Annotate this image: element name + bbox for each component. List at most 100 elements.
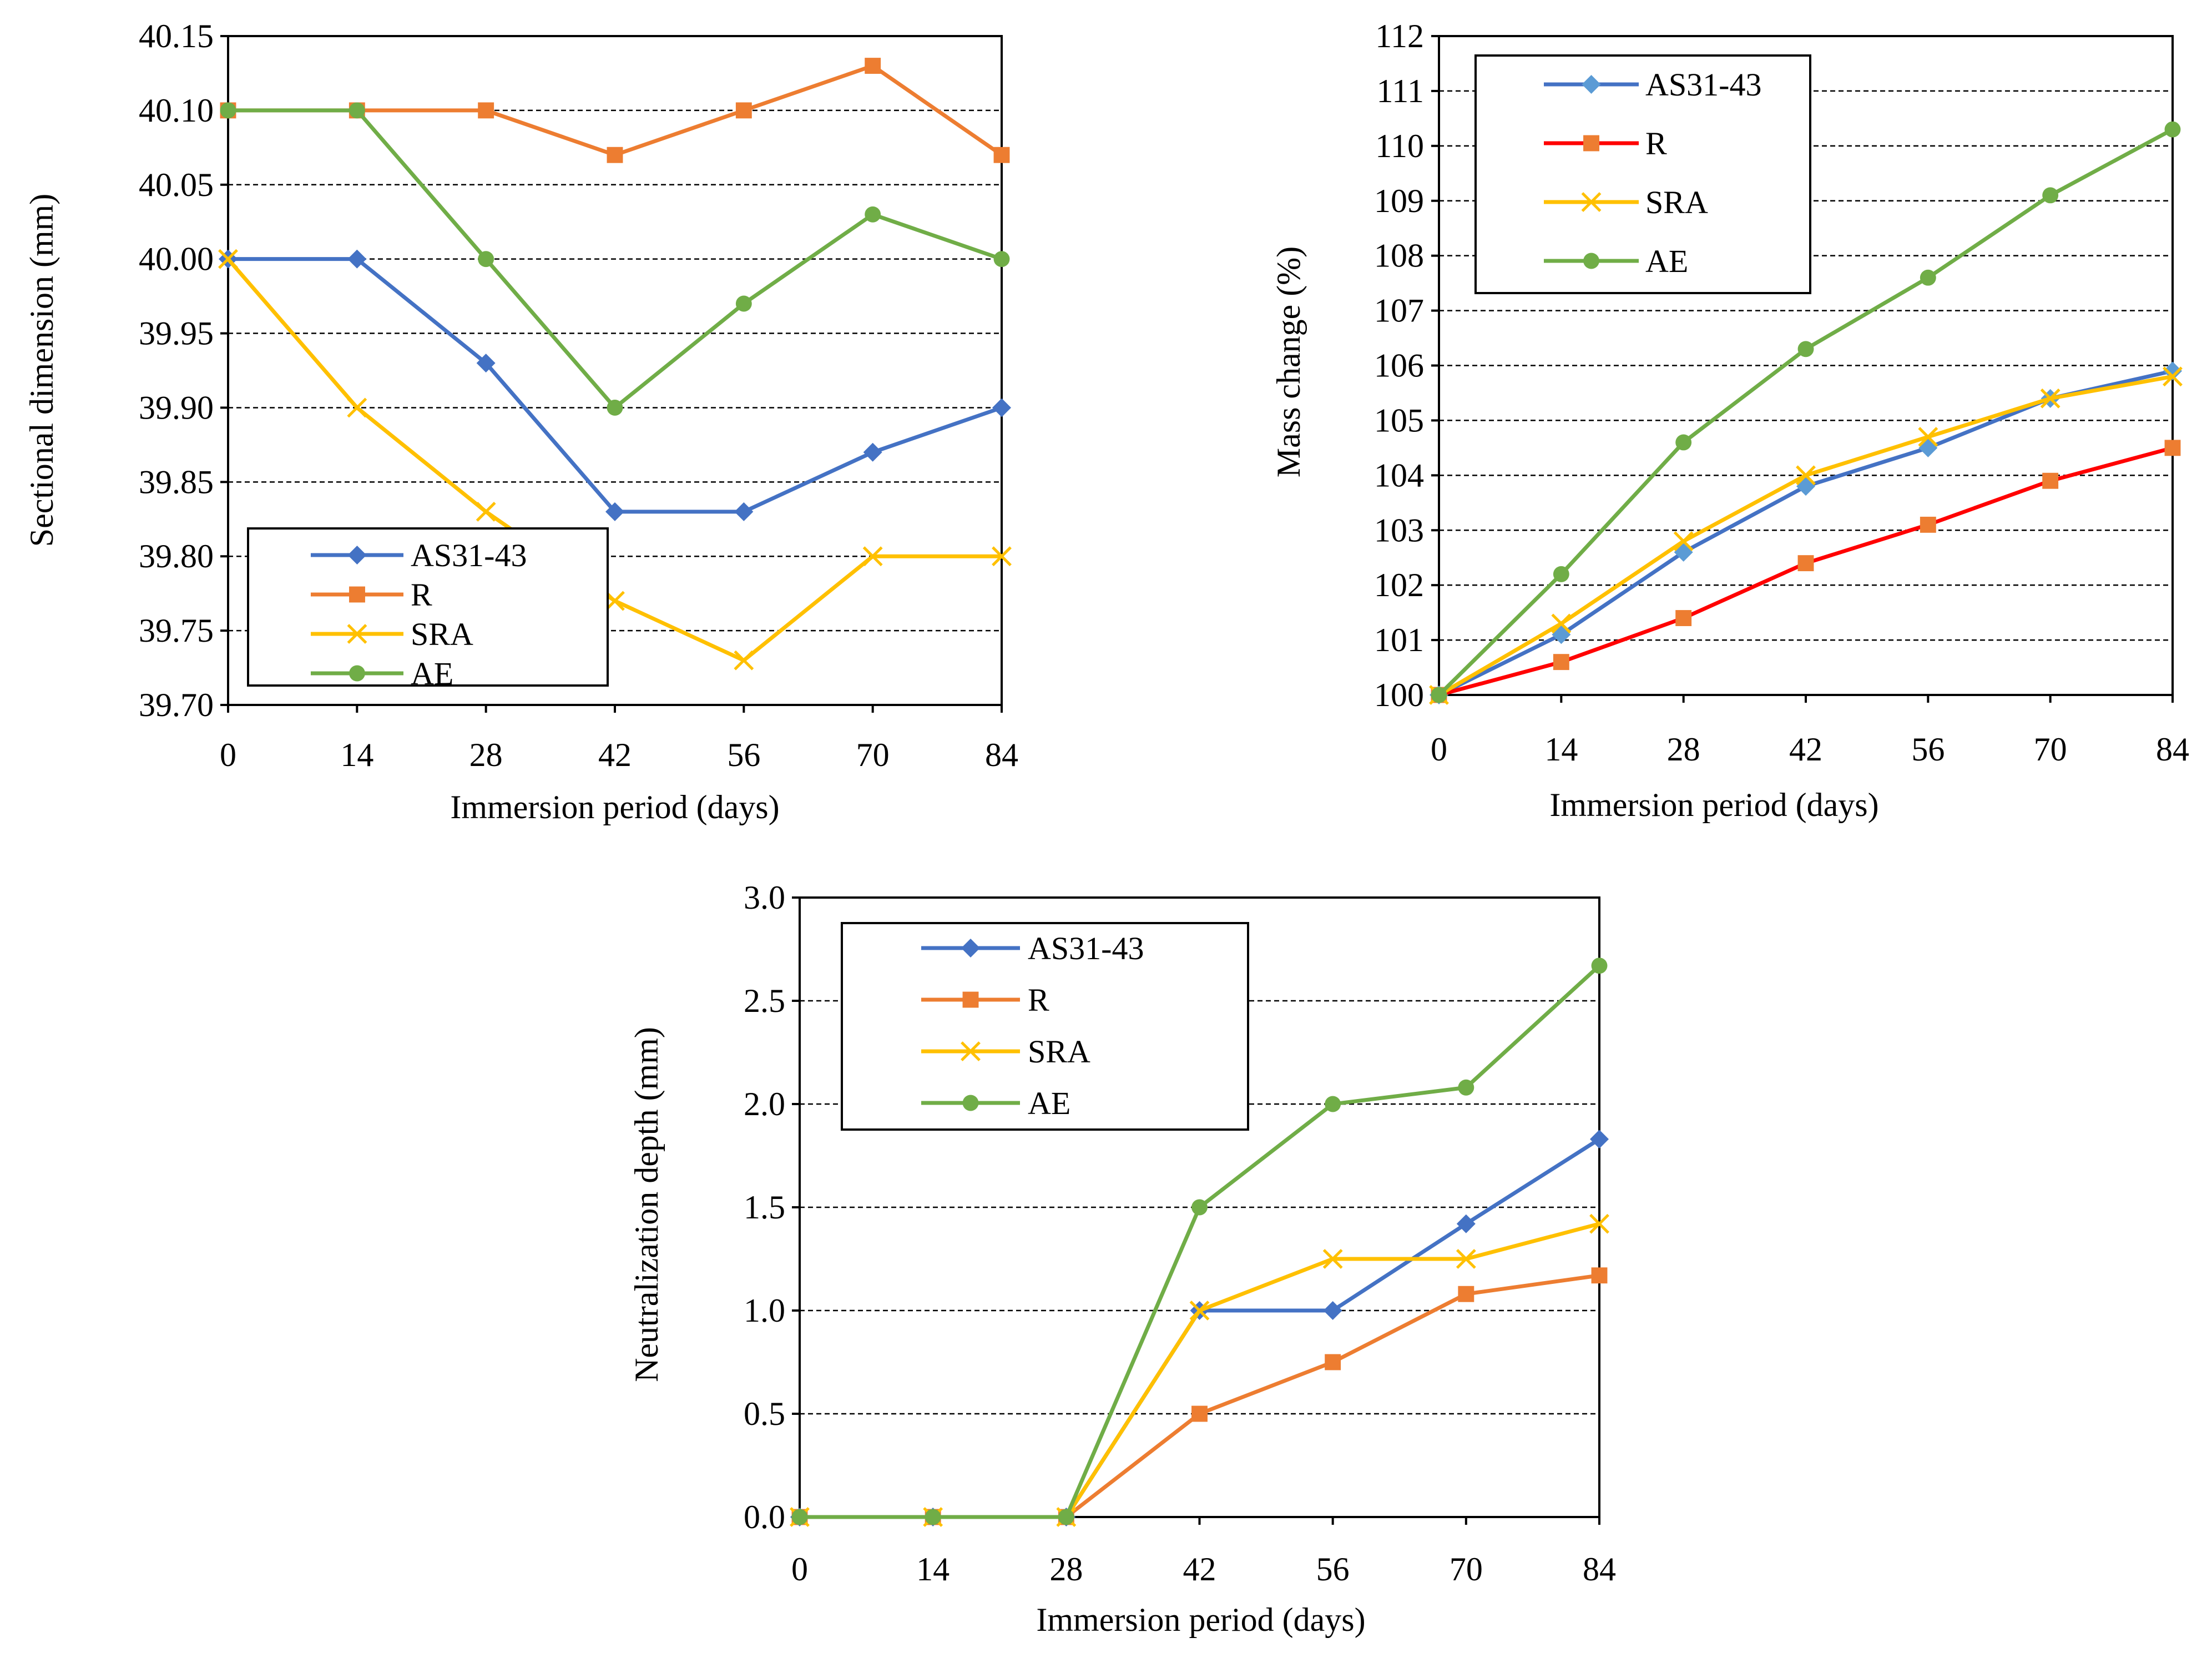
y-tick-label: 100	[1374, 677, 1424, 713]
data-point-sra-stroke-b	[2163, 366, 2183, 387]
legend-marker	[962, 991, 979, 1008]
legend-label: R	[1028, 982, 1049, 1018]
data-point-r	[2164, 440, 2181, 456]
data-point-sra-stroke-b	[1322, 1249, 1343, 1269]
data-point-ae	[2164, 121, 2181, 138]
data-point-ae	[791, 1509, 808, 1525]
y-tick-label: 1.5	[744, 1189, 785, 1226]
legend-marker	[1583, 253, 1599, 269]
y-tick-label: 39.95	[139, 315, 214, 352]
legend-marker	[347, 624, 367, 644]
data-point-ae	[735, 295, 752, 312]
data-point-sra-stroke-b	[1189, 1301, 1210, 1321]
y-tick-label: 110	[1375, 128, 1424, 164]
x-tick-label: 42	[598, 737, 632, 773]
data-point-ae	[1553, 566, 1569, 582]
data-point-sra	[1673, 531, 1694, 551]
legend: AS31-43 R SRA AE	[841, 922, 1249, 1131]
y-tick-label: 112	[1375, 18, 1424, 54]
data-point-sra-stroke-b	[476, 501, 496, 522]
data-point-ae	[478, 251, 494, 268]
series-ae	[220, 102, 1010, 416]
data-point-r	[735, 102, 752, 119]
data-point-as31-43	[1323, 1301, 1342, 1320]
x-tick-label: 84	[1583, 1551, 1616, 1588]
y-axis-title: Sectional dimension (mm)	[23, 194, 60, 547]
x-tick-label: 0	[220, 737, 236, 773]
data-point-sra-stroke-b	[2040, 388, 2061, 409]
legend-marker	[1583, 135, 1599, 152]
chart-neutralization-depth: 0.0 0.5 1.0 1.5 2.0 2.5 3.0 0 14 28 42 56 70 84 Immers…	[628, 879, 1616, 1638]
data-point-as31-43	[1456, 1214, 1476, 1233]
data-point-sra-stroke-b	[1673, 531, 1694, 551]
data-point-ae	[993, 251, 1010, 268]
legend-marker	[961, 939, 980, 958]
data-point-sra	[734, 650, 754, 671]
y-axis-title: Mass change (%)	[1270, 246, 1307, 478]
legend-marker	[349, 665, 365, 682]
data-point-ae	[1675, 434, 1692, 451]
legend: AS31-43 R SRA AE	[1474, 54, 1811, 294]
x-tick-label: 56	[1911, 731, 1945, 768]
data-point-sra	[2163, 366, 2183, 387]
legend-marker	[962, 1095, 979, 1111]
legend-entry-as31-43: AS31-43	[921, 930, 1144, 966]
data-point-r	[993, 147, 1010, 163]
y-axis-ticks: 0.0 0.5 1.0 1.5 2.0 2.5 3.0	[744, 879, 800, 1535]
y-tick-label: 39.90	[139, 389, 214, 426]
data-point-ae	[1458, 1079, 1474, 1096]
y-tick-label: 39.80	[139, 538, 214, 575]
legend-entry-sra: SRA	[1544, 184, 1708, 220]
y-tick-label: 0.5	[744, 1395, 785, 1432]
data-point-ae	[1191, 1199, 1208, 1216]
data-point-r	[1797, 555, 1814, 572]
data-point-as31-43	[1590, 1130, 1609, 1149]
data-point-sra	[1589, 1213, 1609, 1234]
x-tick-label: 28	[469, 737, 503, 773]
series-r	[1431, 440, 2181, 703]
y-tick-label: 40.15	[139, 18, 214, 54]
data-point-r	[1325, 1354, 1341, 1370]
legend-marker	[1582, 75, 1601, 94]
legend-label: AS31-43	[411, 537, 527, 573]
x-tick-label: 84	[985, 737, 1018, 773]
series-as31-43	[219, 249, 1011, 521]
data-point-ae	[1591, 958, 1608, 974]
data-point-sra	[605, 591, 625, 611]
y-axis-ticks: 100 101 102 103 104 105 106 107 108 109 110 111 112	[1374, 18, 1439, 713]
series-ae	[791, 958, 1608, 1525]
x-axis-ticks: 0 14 28 42 56 70 84	[220, 705, 1018, 773]
legend-box	[1474, 54, 1811, 294]
x-tick-label: 14	[1544, 731, 1578, 768]
data-point-r	[1591, 1267, 1608, 1284]
x-tick-label: 84	[2156, 731, 2189, 768]
x-tick-label: 14	[340, 737, 373, 773]
legend-label: SRA	[1028, 1034, 1090, 1070]
data-point-sra	[2040, 388, 2061, 409]
legend-entry-as31-43: AS31-43	[1544, 67, 1761, 103]
x-axis-title: Immersion period (days)	[1549, 787, 1878, 823]
x-tick-label: 0	[791, 1551, 808, 1588]
data-point-sra-stroke-b	[1796, 465, 1816, 486]
series-sra	[218, 249, 1012, 671]
x-tick-label: 42	[1183, 1551, 1216, 1588]
data-point-r	[1675, 610, 1692, 626]
data-point-sra	[1456, 1249, 1476, 1269]
data-point-ae	[1058, 1509, 1074, 1525]
data-point-sra-stroke-b	[1918, 427, 1938, 447]
x-tick-label: 28	[1667, 731, 1700, 768]
x-tick-label: 28	[1049, 1551, 1083, 1588]
data-point-sra-stroke-b	[218, 249, 238, 269]
y-tick-label: 40.00	[139, 241, 214, 278]
data-point-r	[865, 58, 881, 74]
legend-entry-r: R	[311, 577, 432, 613]
data-point-r	[1191, 1405, 1208, 1422]
y-tick-label: 39.70	[139, 687, 214, 723]
data-point-r	[607, 147, 623, 163]
legend-entry-as31-43: AS31-43	[311, 537, 527, 573]
y-tick-label: 101	[1374, 622, 1424, 658]
data-point-ae	[607, 399, 623, 416]
y-tick-label: 106	[1374, 347, 1424, 384]
legend-marker-stroke-b	[961, 1041, 981, 1061]
data-point-r	[478, 102, 494, 119]
